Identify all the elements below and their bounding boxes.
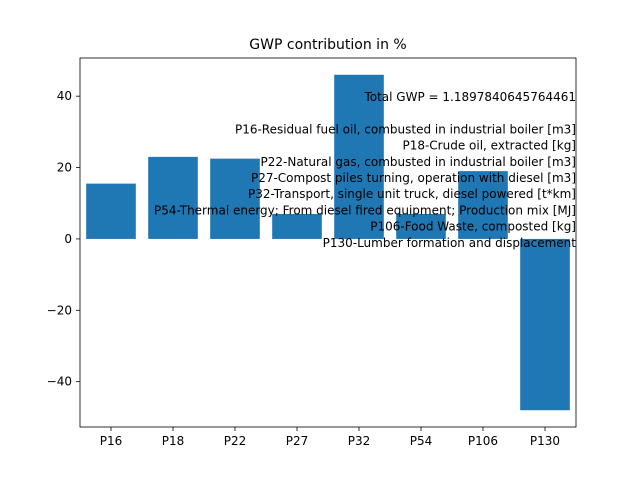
x-tick-label: P22 <box>224 434 247 448</box>
bar-p16 <box>86 183 136 239</box>
annotation-line: P16-Residual fuel oil, combusted in indu… <box>235 122 576 136</box>
y-tick-label: 20 <box>57 161 72 175</box>
axes-group: P16 P18 P22 P27 P32 P54 P106 P130 −40 −20 0 20 40 <box>47 57 577 448</box>
x-tick-label: P32 <box>348 434 371 448</box>
bar-p54 <box>396 213 446 239</box>
bar-p22 <box>210 158 260 239</box>
chart-title: GWP contribution in % <box>249 37 406 53</box>
y-tick-label: 0 <box>64 232 72 246</box>
y-tick-label: 40 <box>57 89 72 103</box>
plot-frame <box>79 57 577 428</box>
bar-p18 <box>148 156 198 239</box>
x-tick-label: P54 <box>410 434 433 448</box>
bar-p106 <box>458 171 508 239</box>
annotation-line: P18-Crude oil, extracted [kg] <box>402 139 576 153</box>
bars-group <box>86 74 570 411</box>
annotation-line: P106-Food Waste, composted [kg] <box>370 220 576 234</box>
x-tick-label: P18 <box>162 434 185 448</box>
annotation-line: P22-Natural gas, combusted in industrial… <box>261 155 576 169</box>
annotation-block: Total GWP = 1.1897840645764461 P16-Residu… <box>154 90 576 250</box>
annotation-line: Total GWP = 1.1897840645764461 <box>363 90 576 104</box>
x-tick-label: P130 <box>530 434 560 448</box>
x-tick-label: P16 <box>100 434 123 448</box>
x-tick-label: P106 <box>468 434 498 448</box>
bar-p27 <box>272 213 322 239</box>
annotation-line: P130-Lumber formation and displacement <box>323 236 577 250</box>
bar-p32 <box>334 74 384 239</box>
y-tick-label: −20 <box>47 303 72 317</box>
annotation-line: P54-Thermal energy; From diesel fired eq… <box>154 203 576 217</box>
y-tick-label: −40 <box>47 375 72 389</box>
annotation-line: P32-Transport, single unit truck, diesel… <box>248 187 576 201</box>
bar-p130 <box>520 238 570 411</box>
annotation-line: P27-Compost piles turning, operation wit… <box>251 171 576 185</box>
x-tick-label: P27 <box>286 434 309 448</box>
